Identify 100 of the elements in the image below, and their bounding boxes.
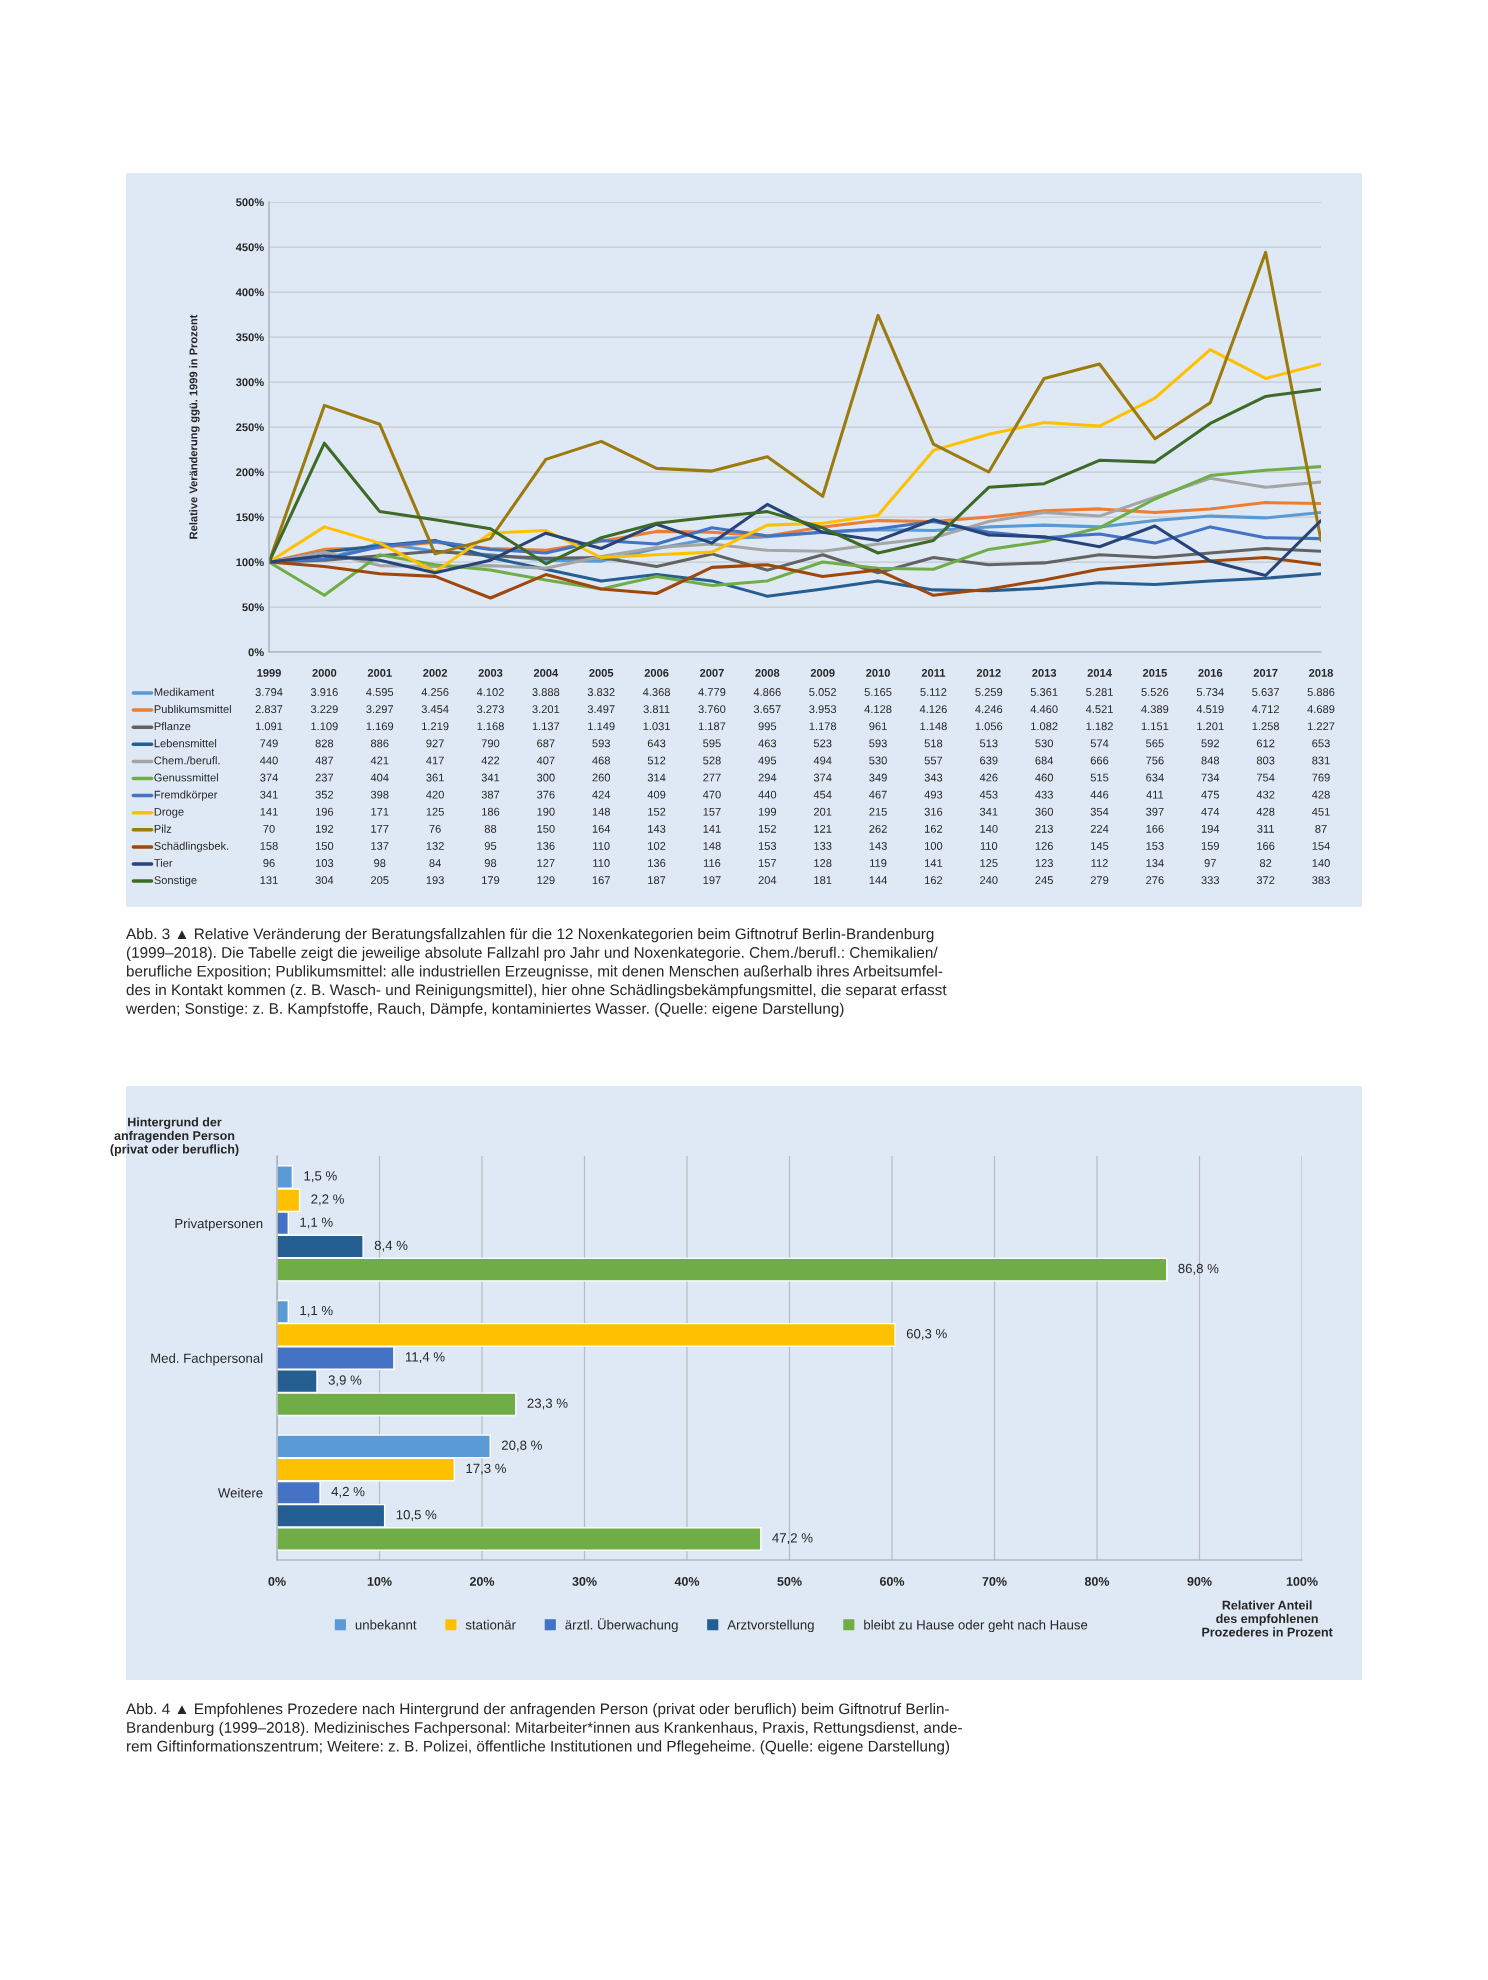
x-tick-label: 20% bbox=[469, 1577, 495, 1586]
text: 374 bbox=[260, 773, 278, 782]
text: 240 bbox=[980, 876, 998, 885]
text: 1.031 bbox=[643, 722, 670, 731]
text: 159 bbox=[1201, 842, 1220, 850]
text: 277 bbox=[703, 773, 721, 782]
text: 162 bbox=[925, 824, 943, 833]
text: 152 bbox=[758, 824, 777, 833]
text: 557 bbox=[924, 756, 943, 765]
text: 3.888 bbox=[532, 688, 560, 696]
text: 179 bbox=[482, 876, 500, 885]
text: 352 bbox=[315, 790, 334, 799]
text: 927 bbox=[426, 739, 444, 748]
text: 140 bbox=[1312, 859, 1330, 867]
text: 397 bbox=[1146, 807, 1164, 816]
text: 592 bbox=[1201, 739, 1219, 748]
text: 262 bbox=[869, 824, 887, 833]
text: 790 bbox=[481, 739, 500, 748]
data-label: 20,8 % bbox=[501, 1440, 542, 1452]
text: 98 bbox=[484, 859, 497, 867]
legend-label: ärztl. Überwachung bbox=[565, 1618, 678, 1633]
text: 141 bbox=[925, 859, 943, 867]
text: 734 bbox=[1201, 773, 1220, 782]
text: 376 bbox=[537, 790, 555, 799]
text: 687 bbox=[537, 739, 555, 748]
legend-label: Medikament bbox=[154, 687, 215, 696]
text: 475 bbox=[1201, 790, 1220, 799]
text: 387 bbox=[481, 790, 500, 799]
text: 166 bbox=[1257, 842, 1275, 850]
text: 153 bbox=[758, 842, 777, 850]
text: 224 bbox=[1090, 824, 1109, 833]
data-label: 1,1 % bbox=[300, 1305, 333, 1317]
text: 190 bbox=[537, 807, 555, 816]
text: 141 bbox=[260, 807, 278, 816]
text: 121 bbox=[814, 824, 832, 833]
data-label: 1,5 % bbox=[304, 1171, 337, 1183]
text: 119 bbox=[870, 859, 887, 867]
text: 5.637 bbox=[1252, 688, 1279, 696]
text: 127 bbox=[537, 859, 555, 867]
data-label: 10,5 % bbox=[396, 1510, 437, 1521]
legend-label: unbekannt bbox=[355, 1619, 417, 1630]
text: 150 bbox=[315, 842, 334, 850]
text: 116 bbox=[703, 859, 721, 867]
text: 4.389 bbox=[1141, 705, 1169, 714]
text: 171 bbox=[371, 807, 389, 816]
text: 528 bbox=[703, 756, 721, 765]
text: 181 bbox=[814, 876, 832, 885]
text: 530 bbox=[1035, 739, 1053, 748]
text: 831 bbox=[1312, 756, 1330, 765]
x-tick-label: 2008 bbox=[755, 668, 780, 677]
text: 848 bbox=[1201, 756, 1220, 765]
legend-label: Pilz bbox=[154, 824, 172, 833]
caption: Abb. 4 ▲ Empfohlenes Prozedere nach Hintergrund der anfragenden Person (privat oder beruflich) beim Giftnotruf Berlin- Brandenburg (1999–2018). Medizinisches Fachpersonal: Mitarbeiter*innen aus Krankenhaus, Praxis, Rettungsdienst, ande- rem Giftinformationszentrum; Weitere: z. B. Polizei, öffentliche Institutionen und Pflegeheime. (Quelle: eigene Darstellung) bbox=[126, 1703, 962, 1755]
text: 294 bbox=[758, 773, 777, 782]
text: 518 bbox=[924, 739, 943, 748]
text: 132 bbox=[426, 842, 444, 850]
text: 4.128 bbox=[864, 705, 892, 714]
text: 574 bbox=[1090, 739, 1109, 748]
x-tick-label: 2017 bbox=[1253, 668, 1278, 677]
text: 1.201 bbox=[1197, 722, 1224, 731]
text: 276 bbox=[1146, 876, 1164, 885]
text: 446 bbox=[1090, 790, 1109, 799]
text: 474 bbox=[1201, 807, 1220, 816]
text: 102 bbox=[648, 842, 666, 850]
text: 343 bbox=[924, 773, 943, 782]
text: 3.297 bbox=[366, 705, 394, 714]
text: 1.219 bbox=[422, 722, 449, 731]
text: 398 bbox=[370, 790, 389, 799]
text: 428 bbox=[1256, 807, 1275, 816]
text: 420 bbox=[426, 790, 444, 799]
text: 157 bbox=[758, 859, 777, 867]
x-tick-label: 2009 bbox=[810, 668, 835, 677]
text: 422 bbox=[481, 756, 500, 765]
text: 961 bbox=[869, 722, 887, 731]
legend-label: Fremdkörper bbox=[154, 790, 218, 801]
text: 643 bbox=[647, 739, 666, 748]
text: 125 bbox=[426, 807, 444, 816]
text: 333 bbox=[1201, 876, 1220, 885]
text: 565 bbox=[1146, 739, 1164, 748]
text: 653 bbox=[1312, 739, 1330, 748]
text: 374 bbox=[813, 773, 832, 782]
text: 134 bbox=[1146, 859, 1164, 867]
text: 1.056 bbox=[975, 722, 1003, 731]
text: 304 bbox=[315, 876, 334, 885]
text: 4.866 bbox=[753, 688, 781, 696]
data-label: 47,2 % bbox=[772, 1533, 813, 1545]
text: 260 bbox=[592, 773, 611, 782]
text: 154 bbox=[1312, 842, 1330, 850]
y-tick-label: Privatpersonen bbox=[175, 1218, 263, 1231]
y-tick-label: 350% bbox=[235, 333, 264, 342]
x-tick-label: 90% bbox=[1187, 1577, 1212, 1586]
text: 167 bbox=[592, 876, 610, 885]
text: 886 bbox=[370, 739, 389, 748]
data-label: 3,9 % bbox=[328, 1375, 362, 1387]
text: 5.165 bbox=[864, 688, 892, 696]
text: 5.734 bbox=[1196, 688, 1224, 696]
x-tick-label: 2016 bbox=[1198, 668, 1223, 677]
x-tick-label: 70% bbox=[982, 1577, 1007, 1586]
text: 205 bbox=[371, 876, 389, 885]
text: 1.178 bbox=[809, 722, 837, 731]
